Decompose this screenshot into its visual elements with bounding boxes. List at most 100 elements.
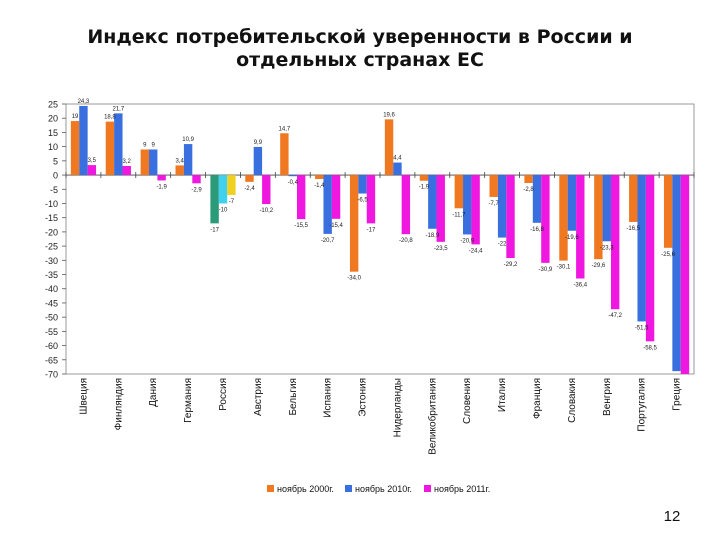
y-tick-label: -60 <box>45 341 58 351</box>
legend-label: ноябрь 2000г. <box>277 484 334 494</box>
bar-3 <box>610 175 620 310</box>
data-label: 4,4 <box>393 156 402 162</box>
x-tick-label: Словакия <box>567 378 578 423</box>
bar-1 <box>140 149 150 176</box>
data-label: -51,5 <box>635 325 649 331</box>
bar-3 <box>157 175 166 181</box>
bar-1 <box>629 175 638 222</box>
y-tick-label: -10 <box>45 199 58 209</box>
bar-2 <box>428 175 437 229</box>
bar-3 <box>296 175 306 220</box>
bar-3 <box>192 175 201 184</box>
legend-swatch <box>424 485 431 492</box>
y-tick-label: -65 <box>45 355 58 365</box>
data-label: -16,5 <box>626 226 640 232</box>
bar-1 <box>70 121 80 176</box>
x-tick-label: Бельгия <box>288 378 299 416</box>
data-label: 3,2 <box>123 159 132 165</box>
data-label: 18,8 <box>104 115 116 121</box>
y-tick-label: -30 <box>45 256 58 266</box>
data-label: 21,7 <box>112 106 124 112</box>
bar-1 <box>594 175 603 260</box>
bar-1 <box>384 119 394 176</box>
data-label: 9 <box>152 142 156 148</box>
data-label: 24,3 <box>78 99 90 105</box>
y-tick-label: -20 <box>45 227 58 237</box>
data-label: 14,7 <box>279 126 291 132</box>
x-tick-label: Нидерланды <box>392 378 403 437</box>
data-label: 10,9 <box>182 137 194 143</box>
data-label: -30,9 <box>539 267 553 273</box>
y-tick-label: -55 <box>45 327 58 337</box>
y-tick-label: 25 <box>48 100 58 110</box>
y-tick-label: -35 <box>45 270 58 280</box>
bar-3 <box>471 175 480 245</box>
bar-1 <box>559 175 568 261</box>
x-tick-label: Финляндия <box>113 378 124 430</box>
bar-2 <box>114 113 123 176</box>
x-tick-label: Германия <box>183 378 194 423</box>
bar-2 <box>323 175 332 234</box>
bar-2 <box>218 175 228 204</box>
x-tick-label: Италия <box>497 378 508 412</box>
bar-2 <box>567 175 577 231</box>
data-label: -30,1 <box>557 265 571 271</box>
bar-3 <box>645 175 655 342</box>
chart-title-line-1: Индекс потребительской уверенности в Рос… <box>87 26 633 48</box>
data-label: -24,4 <box>469 248 483 254</box>
bar-1 <box>419 175 429 181</box>
x-tick-label: Австрия <box>253 378 264 416</box>
y-tick-label: -25 <box>45 242 58 252</box>
y-tick-label: -40 <box>45 284 58 294</box>
bar-2 <box>672 175 681 372</box>
data-label: -2,8 <box>523 187 534 193</box>
bar-1 <box>280 133 289 176</box>
bar-2 <box>253 146 263 176</box>
bar-2 <box>497 175 507 238</box>
bar-3 <box>227 175 236 195</box>
data-label: -29,2 <box>504 262 518 268</box>
data-label: -15,5 <box>294 223 308 229</box>
y-tick-label: -50 <box>45 313 58 323</box>
bar-3 <box>541 175 550 263</box>
x-tick-label: Португалия <box>637 378 648 432</box>
x-tick-label: Эстония <box>358 378 369 417</box>
chart-title-line-2: отдельных странах ЕС <box>236 49 484 71</box>
bar-2 <box>149 149 158 176</box>
bar-1 <box>663 175 673 248</box>
data-label: -47,2 <box>608 313 622 319</box>
bar-3 <box>366 175 376 224</box>
data-label: -6,5 <box>357 198 368 204</box>
data-label: -20,8 <box>399 238 413 244</box>
y-tick-label: 15 <box>48 128 58 138</box>
data-label: -23,5 <box>434 246 448 252</box>
data-label: -18,9 <box>425 233 439 239</box>
chart-title: Индекс потребительской уверенности в Рос… <box>40 26 680 72</box>
data-label: -7 <box>229 199 235 205</box>
y-tick-label: 5 <box>53 156 58 166</box>
legend-label: ноябрь 2010г. <box>355 484 412 494</box>
bar-1 <box>315 175 324 180</box>
bar-1 <box>245 175 254 182</box>
data-label: -16,8 <box>530 227 544 233</box>
bar-1 <box>349 175 359 272</box>
bar-3 <box>87 165 97 176</box>
bar-1 <box>210 175 219 224</box>
data-label: -17 <box>210 227 219 233</box>
bar-3 <box>576 175 585 279</box>
data-label: -36,4 <box>573 283 587 289</box>
x-tick-label: Венгрия <box>602 378 613 416</box>
data-label: -7,7 <box>489 201 500 207</box>
data-label: -1,9 <box>156 184 167 190</box>
bar-2 <box>358 175 367 194</box>
data-label: -20,9 <box>460 238 474 244</box>
bar-2 <box>532 175 542 223</box>
data-label: -58,5 <box>643 345 657 351</box>
bar-1 <box>489 175 498 197</box>
bar-3 <box>331 175 341 219</box>
bar-2 <box>288 175 297 177</box>
data-label: -10 <box>219 207 228 213</box>
x-tick-label: Испания <box>323 378 334 418</box>
data-label: 19 <box>72 114 79 120</box>
